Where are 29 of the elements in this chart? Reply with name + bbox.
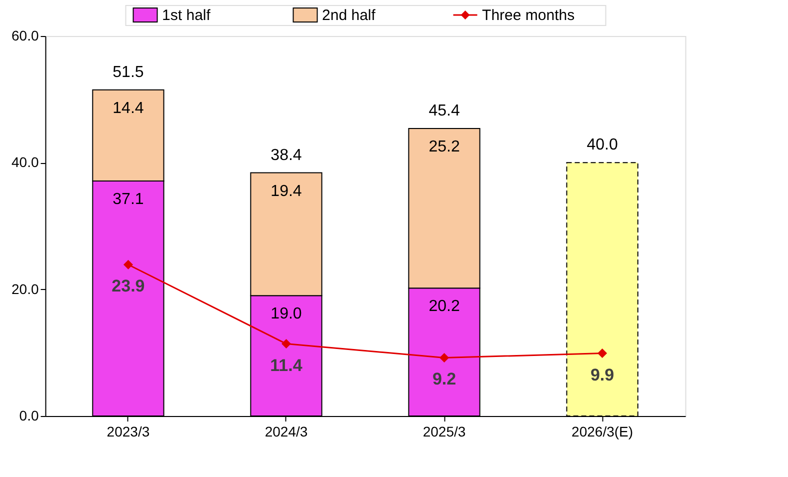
y-tick-label: 0.0 <box>19 408 39 424</box>
total-label: 45.4 <box>428 102 460 120</box>
data-label: 25.2 <box>428 138 460 156</box>
data-label: 11.4 <box>270 356 303 375</box>
y-tick-label: 40.0 <box>12 154 39 170</box>
data-label: 23.9 <box>112 276 145 296</box>
data-label: 14.4 <box>112 100 144 117</box>
data-label: 37.1 <box>112 191 144 208</box>
data-label: 9.2 <box>432 370 456 389</box>
data-label: 19.4 <box>270 182 302 200</box>
data-label: 19.0 <box>270 306 302 323</box>
point <box>440 352 450 362</box>
x-tick-label: 2026/3(E) <box>572 424 634 440</box>
legend-label: 1st half <box>162 7 212 24</box>
x-tick-label: 2025/3 <box>422 424 466 440</box>
data-label: 9.9 <box>590 365 614 384</box>
y-tick-label: 20.0 <box>12 280 39 297</box>
total-label: 51.5 <box>112 64 144 81</box>
data-label: 20.2 <box>428 298 460 316</box>
total-label: 40.0 <box>586 136 618 154</box>
point <box>123 260 133 270</box>
y-tick-label: 60.0 <box>12 28 39 44</box>
x-tick-label: 2023/3 <box>106 424 150 440</box>
point <box>598 348 608 358</box>
x-tick-label: 2024/3 <box>264 424 308 440</box>
total-label: 38.4 <box>270 146 302 164</box>
point <box>281 339 291 349</box>
legend-label: 2nd half <box>322 7 376 24</box>
legend-label: Three months <box>482 7 575 24</box>
